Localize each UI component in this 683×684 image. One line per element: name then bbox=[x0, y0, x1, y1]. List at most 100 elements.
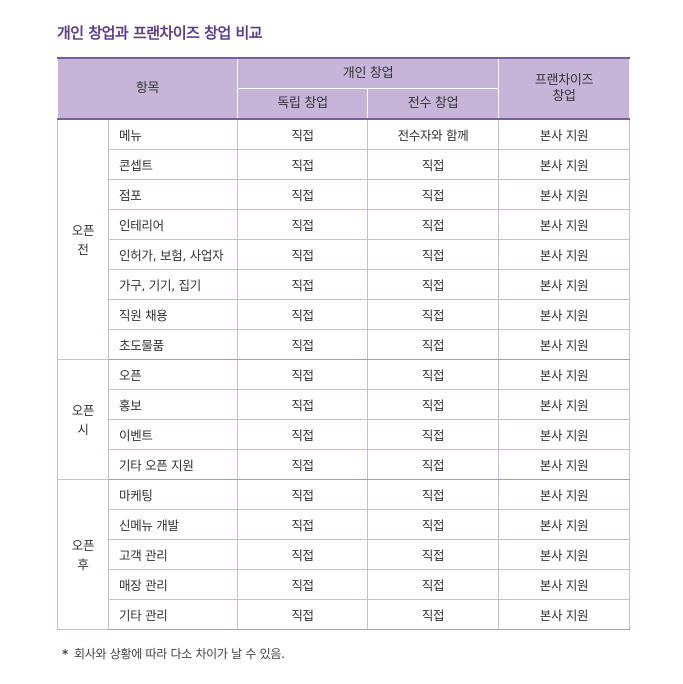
franchise-cell: 본사 지원 bbox=[498, 509, 631, 540]
item-cell: 메뉴 bbox=[107, 118, 239, 150]
franchise-cell: 본사 지원 bbox=[498, 449, 631, 480]
item-cell: 점포 bbox=[107, 179, 239, 210]
table-row: 고객 관리 직접 직접 본사 지원 bbox=[58, 539, 631, 570]
table-row: 콘셉트 직접 직접 본사 지원 bbox=[58, 149, 631, 180]
independent-cell: 직접 bbox=[237, 329, 369, 360]
item-cell: 홍보 bbox=[107, 389, 239, 420]
independent-cell: 직접 bbox=[237, 118, 369, 150]
franchise-cell: 본사 지원 bbox=[498, 179, 631, 210]
item-cell: 인테리어 bbox=[107, 209, 239, 240]
independent-cell: 직접 bbox=[237, 419, 369, 450]
item-cell: 오픈 bbox=[107, 359, 239, 390]
mentor-cell: 직접 bbox=[367, 209, 500, 240]
independent-cell: 직접 bbox=[237, 179, 369, 210]
phase-label-line2: 전 bbox=[77, 241, 89, 257]
item-cell: 기타 관리 bbox=[107, 599, 239, 630]
independent-cell: 직접 bbox=[237, 509, 369, 540]
item-cell: 인허가, 보험, 사업자 bbox=[107, 239, 239, 270]
footnote-mark: * bbox=[62, 647, 68, 661]
phase-label-line1: 오픈 bbox=[71, 222, 95, 238]
independent-cell: 직접 bbox=[237, 389, 369, 420]
comparison-table: 항목 개인 창업 프랜차이즈 창업 독립 창업 전수 창업 오픈 전 메뉴 직접 전수자… bbox=[56, 57, 631, 630]
item-cell: 이벤트 bbox=[107, 419, 239, 450]
table-row: 이벤트 직접 직접 본사 지원 bbox=[58, 419, 631, 450]
footnote-text: 회사와 상황에 따라 다소 차이가 날 수 있음. bbox=[73, 647, 285, 661]
franchise-cell: 본사 지원 bbox=[498, 359, 631, 390]
independent-cell: 직접 bbox=[237, 209, 369, 240]
independent-cell: 직접 bbox=[237, 299, 369, 330]
franchise-cell: 본사 지원 bbox=[498, 479, 631, 510]
item-cell: 기타 오픈 지원 bbox=[107, 449, 239, 480]
franchise-cell: 본사 지원 bbox=[498, 239, 631, 270]
header-franchise-line1: 프랜차이즈 bbox=[534, 72, 594, 88]
item-cell: 매장 관리 bbox=[107, 569, 239, 600]
table-row: 직원 채용 직접 직접 본사 지원 bbox=[58, 299, 631, 330]
header-item: 항목 bbox=[56, 57, 239, 120]
franchise-cell: 본사 지원 bbox=[498, 539, 631, 570]
mentor-cell: 직접 bbox=[367, 479, 500, 510]
table-row: 신메뉴 개발 직접 직접 본사 지원 bbox=[58, 509, 631, 540]
phase-label-line1: 오픈 bbox=[71, 402, 95, 418]
independent-cell: 직접 bbox=[237, 269, 369, 300]
franchise-cell: 본사 지원 bbox=[498, 329, 631, 360]
table-row: 인테리어 직접 직접 본사 지원 bbox=[58, 209, 631, 240]
table-header: 항목 개인 창업 프랜차이즈 창업 독립 창업 전수 창업 bbox=[56, 57, 631, 120]
independent-cell: 직접 bbox=[237, 239, 369, 270]
mentor-cell: 직접 bbox=[367, 179, 500, 210]
independent-cell: 직접 bbox=[237, 569, 369, 600]
table-row: 홍보 직접 직접 본사 지원 bbox=[58, 389, 631, 420]
franchise-cell: 본사 지원 bbox=[498, 389, 631, 420]
franchise-cell: 본사 지원 bbox=[498, 118, 631, 150]
item-cell: 초도물품 bbox=[107, 329, 239, 360]
table-row: 기타 관리 직접 직접 본사 지원 bbox=[58, 599, 631, 630]
franchise-cell: 본사 지원 bbox=[498, 419, 631, 450]
table-row: 오픈 전 메뉴 직접 전수자와 함께 본사 지원 bbox=[57, 118, 631, 360]
mentor-cell: 직접 bbox=[367, 149, 500, 180]
mentor-cell: 직접 bbox=[367, 389, 500, 420]
mentor-cell: 직접 bbox=[367, 569, 500, 600]
table-row: 오픈 후 마케팅 직접 직접 본사 지원 bbox=[57, 479, 631, 630]
mentor-cell: 직접 bbox=[367, 329, 500, 360]
table-row: 기타 오픈 지원 직접 직접 본사 지원 bbox=[58, 449, 631, 480]
table-row: 매장 관리 직접 직접 본사 지원 bbox=[58, 569, 631, 600]
header-mentor: 전수 창업 bbox=[367, 88, 500, 120]
mentor-cell: 직접 bbox=[367, 239, 500, 270]
franchise-cell: 본사 지원 bbox=[498, 299, 631, 330]
mentor-cell: 직접 bbox=[367, 599, 500, 630]
independent-cell: 직접 bbox=[237, 449, 369, 480]
franchise-cell: 본사 지원 bbox=[498, 269, 631, 300]
franchise-cell: 본사 지원 bbox=[498, 149, 631, 180]
mentor-cell: 직접 bbox=[367, 539, 500, 570]
mentor-cell: 직접 bbox=[367, 269, 500, 300]
table-body: 오픈 전 메뉴 직접 전수자와 함께 본사 지원 콘셉트 직접 직접 본사 지원 점포 직접 직접 본사 … bbox=[57, 118, 631, 630]
header-franchise-line2: 창업 bbox=[552, 88, 576, 104]
table-row: 인허가, 보험, 사업자 직접 직접 본사 지원 bbox=[58, 239, 631, 270]
header-personal: 개인 창업 bbox=[237, 57, 500, 89]
table-row: 오픈 시 오픈 직접 직접 본사 지원 bbox=[57, 359, 631, 480]
independent-cell: 직접 bbox=[237, 599, 369, 630]
mentor-cell: 전수자와 함께 bbox=[367, 118, 500, 150]
mentor-cell: 직접 bbox=[367, 359, 500, 390]
footnote: * 회사와 상황에 따라 다소 차이가 날 수 있음. bbox=[62, 645, 285, 662]
phase-label-line1: 오픈 bbox=[71, 537, 95, 553]
independent-cell: 직접 bbox=[237, 479, 369, 510]
page-title: 개인 창업과 프랜차이즈 창업 비교 bbox=[57, 24, 263, 42]
franchise-cell: 본사 지원 bbox=[498, 599, 631, 630]
table-row: 가구, 기기, 집기 직접 직접 본사 지원 bbox=[58, 269, 631, 300]
franchise-cell: 본사 지원 bbox=[498, 569, 631, 600]
table-row: 초도물품 직접 직접 본사 지원 bbox=[58, 329, 631, 360]
mentor-cell: 직접 bbox=[367, 509, 500, 540]
phase-label-line2: 후 bbox=[77, 556, 89, 572]
item-cell: 고객 관리 bbox=[107, 539, 239, 570]
mentor-cell: 직접 bbox=[367, 449, 500, 480]
item-cell: 마케팅 bbox=[107, 479, 239, 510]
item-cell: 신메뉴 개발 bbox=[107, 509, 239, 540]
phase-label-line2: 시 bbox=[77, 421, 89, 437]
table-row: 점포 직접 직접 본사 지원 bbox=[58, 179, 631, 210]
independent-cell: 직접 bbox=[237, 359, 369, 390]
item-cell: 콘셉트 bbox=[107, 149, 239, 180]
mentor-cell: 직접 bbox=[367, 299, 500, 330]
mentor-cell: 직접 bbox=[367, 419, 500, 450]
